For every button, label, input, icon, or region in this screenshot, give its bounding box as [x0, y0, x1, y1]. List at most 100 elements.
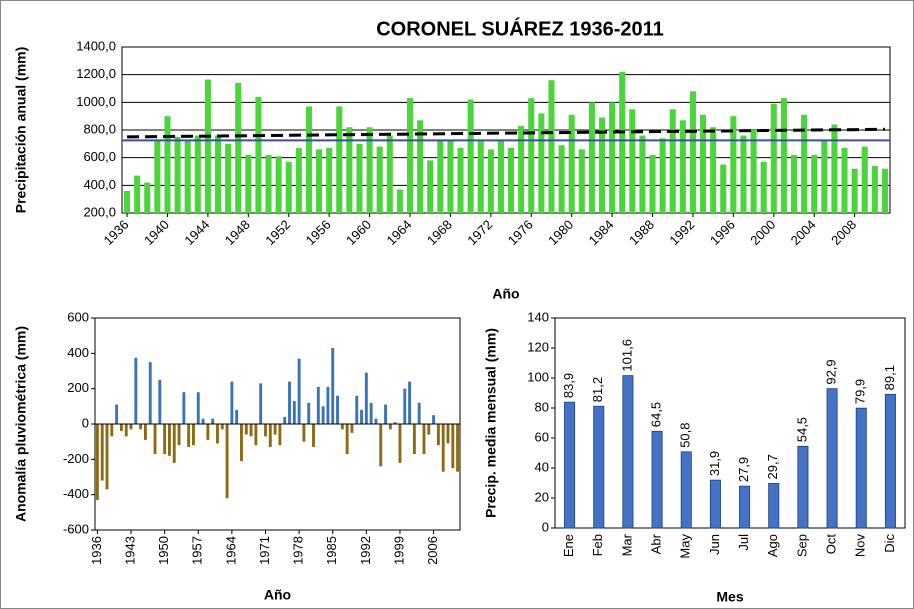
- y-tick-label: 1200,0: [76, 66, 116, 81]
- x-tick-label: Mar: [619, 533, 634, 556]
- bar: [538, 113, 545, 213]
- bar: [302, 424, 306, 442]
- bar: [826, 388, 838, 529]
- bar: [797, 445, 809, 529]
- x-tick-label: Jul: [736, 534, 751, 551]
- bar: [447, 141, 454, 213]
- bar: [288, 381, 291, 424]
- y-tick-label: 60: [535, 429, 549, 444]
- bar: [598, 117, 606, 213]
- x-tick-label: 1936: [89, 536, 104, 565]
- bar: [564, 401, 576, 529]
- bar: [403, 388, 407, 424]
- bar: [245, 154, 252, 213]
- bar: [187, 424, 191, 447]
- bar: [790, 154, 798, 213]
- bar: [139, 424, 143, 430]
- bar: [689, 91, 696, 213]
- bar: [366, 127, 373, 213]
- bar: [346, 127, 353, 213]
- x-tick-label: 1992: [358, 536, 373, 565]
- bar: [201, 418, 205, 424]
- x-tick-label: 1971: [257, 536, 272, 565]
- value-label: 81,2: [590, 377, 605, 402]
- bar: [204, 79, 211, 213]
- bar: [680, 451, 692, 529]
- bar: [801, 114, 808, 213]
- y-tick-label: 400,0: [83, 177, 116, 192]
- chart-title: CORONEL SUÁREZ 1936-2011: [376, 17, 664, 40]
- y-tick-label: 200: [67, 380, 89, 395]
- bar: [432, 415, 436, 424]
- bar: [164, 116, 171, 213]
- bar: [760, 161, 767, 213]
- bar: [153, 424, 157, 455]
- y-tick-label: -600: [63, 521, 89, 536]
- bar: [446, 424, 450, 444]
- bar: [629, 109, 636, 213]
- bar: [340, 424, 344, 430]
- x-tick-label: 1978: [291, 536, 306, 565]
- bar: [115, 404, 119, 424]
- bar: [356, 143, 363, 213]
- bar: [264, 424, 267, 437]
- bar: [821, 139, 828, 213]
- value-label: 64,5: [649, 402, 664, 427]
- bar: [730, 116, 737, 213]
- bar: [355, 395, 359, 424]
- bar: [881, 168, 888, 213]
- bar: [651, 430, 663, 529]
- bar: [211, 418, 215, 424]
- bar: [750, 130, 757, 213]
- y-tick-label: 140: [527, 309, 549, 324]
- bar: [316, 149, 323, 213]
- x-tick-label: 1964: [223, 536, 238, 565]
- bar: [143, 424, 147, 440]
- trend-line: [127, 127, 885, 139]
- bar: [100, 424, 104, 481]
- bar: [326, 386, 330, 424]
- bar: [451, 424, 455, 469]
- bar: [230, 381, 234, 424]
- x-axis-title: Año: [264, 587, 291, 603]
- bar: [427, 424, 431, 435]
- bar: [336, 395, 339, 424]
- x-axis-title: Mes: [716, 589, 743, 605]
- y-tick-label: 600: [67, 309, 89, 324]
- x-tick-label: Sep: [794, 534, 809, 557]
- x-axis-title: Año: [492, 286, 519, 302]
- bar: [384, 404, 387, 424]
- plot-frame: [121, 46, 891, 214]
- y-tick-label: 80: [535, 399, 549, 414]
- bar: [388, 424, 392, 430]
- bar: [379, 424, 383, 467]
- bar: [861, 146, 868, 213]
- bar: [710, 127, 717, 213]
- bar: [659, 138, 666, 213]
- y-tick-label: 0: [542, 519, 549, 534]
- y-tick-label: 0: [82, 415, 89, 430]
- value-label: 54,5: [794, 417, 809, 442]
- bar: [172, 424, 176, 463]
- bar: [709, 479, 721, 529]
- value-label: 31,9: [707, 451, 722, 476]
- bar: [396, 189, 403, 213]
- bar: [518, 125, 525, 213]
- bar: [851, 168, 858, 213]
- bar: [249, 424, 253, 437]
- x-tick-label: Oct: [824, 534, 839, 555]
- value-label: 101,6: [619, 339, 634, 372]
- bar: [457, 147, 464, 213]
- y-axis-title: Precipitación anual (mm): [13, 47, 29, 213]
- bar: [871, 165, 878, 213]
- y-tick-label: -200: [63, 451, 89, 466]
- x-tick-label: 1999: [391, 536, 406, 565]
- bar: [326, 147, 333, 213]
- bar: [285, 161, 292, 213]
- y-tick-label: 120: [527, 339, 549, 354]
- bar: [174, 136, 181, 213]
- y-axis-title: Precip. media mensual (mm): [483, 328, 499, 518]
- y-tick-label: 100: [527, 369, 549, 384]
- bar: [831, 124, 838, 213]
- bar: [456, 424, 460, 472]
